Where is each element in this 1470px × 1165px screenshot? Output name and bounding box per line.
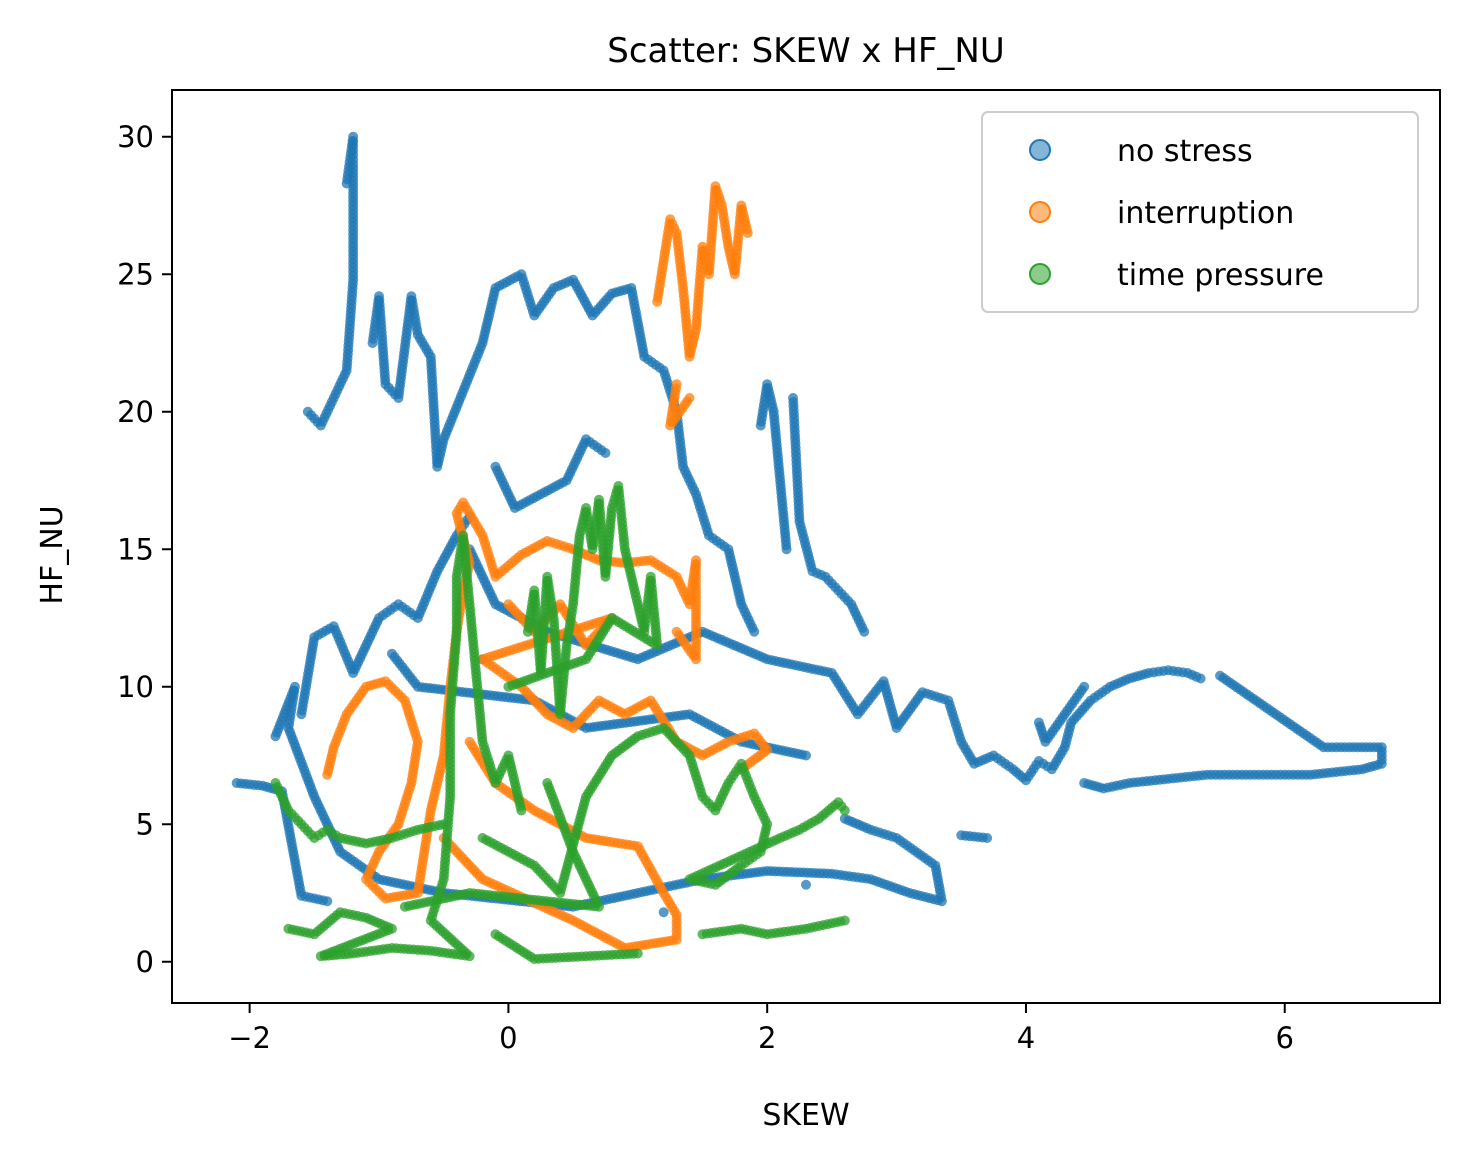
- legend: no stress interruption time pressure: [981, 111, 1419, 313]
- y-axis: 0 5 10 15 20 25 30: [117, 120, 172, 979]
- data-point: [399, 901, 410, 912]
- data-point: [839, 805, 850, 816]
- data-point: [490, 929, 501, 940]
- chart-title: Scatter: SKEW x HF_NU: [607, 31, 1005, 71]
- legend-entry: no stress: [1117, 134, 1253, 169]
- data-point: [839, 915, 850, 926]
- x-tick-label: 4: [1017, 1021, 1035, 1055]
- series-layer: [231, 131, 1387, 964]
- series-time-pressure: [270, 481, 850, 964]
- data-point: [600, 448, 611, 458]
- data-point: [956, 830, 967, 841]
- data-point: [658, 907, 669, 918]
- x-axis: −2 0 2 4 6: [228, 1003, 1294, 1055]
- data-point: [781, 544, 792, 555]
- data-point: [671, 626, 682, 637]
- data-point: [859, 626, 870, 637]
- series-interruption: [322, 181, 773, 953]
- y-tick-label: 30: [117, 120, 154, 154]
- data-point: [749, 626, 760, 637]
- y-tick-label: 5: [136, 807, 154, 841]
- legend-entry: interruption: [1117, 196, 1294, 231]
- y-axis-label: HF_NU: [35, 505, 70, 604]
- data-point: [270, 731, 281, 742]
- y-tick-label: 15: [117, 532, 154, 566]
- x-tick-label: 0: [499, 1021, 517, 1055]
- y-tick-label: 20: [117, 395, 154, 429]
- legend-marker: [1029, 139, 1051, 161]
- data-point: [1195, 673, 1206, 684]
- x-axis-label: SKEW: [762, 1098, 849, 1133]
- data-point: [801, 879, 811, 890]
- legend-box: [981, 111, 1419, 313]
- data-point: [516, 805, 527, 816]
- plot-frame: [171, 89, 1441, 1004]
- data-point: [801, 750, 811, 761]
- y-tick-label: 0: [136, 945, 154, 979]
- plot-area: [231, 131, 1387, 964]
- data-point: [503, 681, 514, 692]
- data-point: [1215, 670, 1226, 681]
- legend-marker: [1029, 263, 1051, 285]
- legend-entry: time pressure: [1117, 258, 1324, 293]
- data-point: [322, 896, 333, 907]
- data-point: [742, 228, 753, 238]
- y-tick-label: 25: [117, 257, 154, 291]
- y-tick-label: 10: [117, 670, 154, 704]
- data-point: [341, 178, 352, 189]
- x-tick-label: 2: [758, 1021, 776, 1055]
- data-point: [684, 393, 695, 403]
- legend-marker: [1029, 201, 1051, 223]
- x-tick-label: −2: [228, 1021, 271, 1055]
- data-point: [1079, 681, 1090, 692]
- x-tick-label: 6: [1276, 1021, 1294, 1055]
